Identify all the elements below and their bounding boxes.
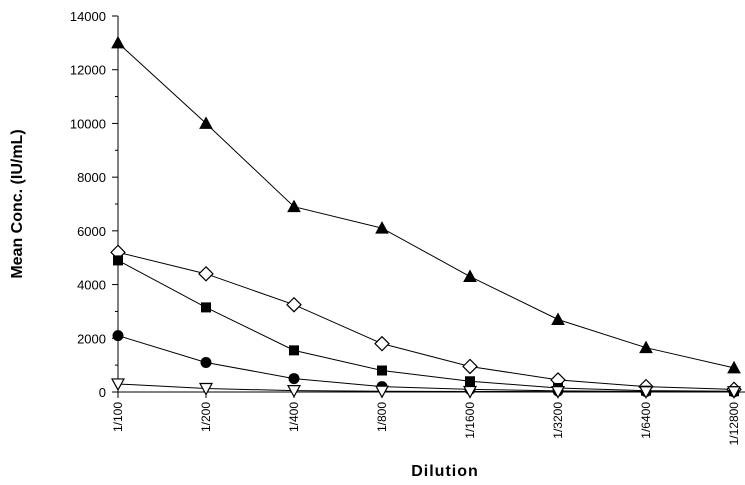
open-triangle-down-marker xyxy=(198,382,214,396)
y-axis-ticks: 0 2000 4000 6000 8000 10000 12000 14000 xyxy=(70,9,118,400)
open-diamond-marker xyxy=(374,335,390,352)
filled-triangle-marker xyxy=(287,199,301,213)
y-tick-label: 0 xyxy=(99,385,106,400)
series-line xyxy=(117,42,735,369)
x-axis-title: Dilution xyxy=(411,463,479,480)
y-tick-label: 8000 xyxy=(77,170,106,185)
series-filled-triangle xyxy=(111,35,741,374)
open-triangle-down-marker xyxy=(638,386,654,399)
filled-triangle-marker xyxy=(199,116,213,129)
filled-square-marker xyxy=(113,255,123,266)
filled-square-marker xyxy=(465,376,475,387)
open-triangle-down-marker xyxy=(726,386,742,399)
x-tick-label: 1/3200 xyxy=(551,402,565,439)
filled-triangle-marker xyxy=(727,360,741,374)
filled-triangle-marker xyxy=(375,221,389,234)
filled-circle-marker xyxy=(288,373,300,385)
x-tick-label: 1/100 xyxy=(111,402,125,432)
y-tick-label: 10000 xyxy=(70,116,106,131)
x-tick-label: 1/6400 xyxy=(639,402,653,439)
x-axis-ticks: 1/100 1/200 1/400 1/800 1/1600 1/3200 1/6400 1/… xyxy=(111,392,741,445)
open-triangle-down-marker xyxy=(374,385,390,399)
x-tick-label: 1/1600 xyxy=(463,402,477,439)
filled-triangle-marker xyxy=(111,35,125,49)
filled-triangle-marker xyxy=(463,269,477,283)
x-tick-label: 1/400 xyxy=(287,402,301,432)
series-open-diamond xyxy=(110,244,742,398)
y-tick-label: 2000 xyxy=(77,331,106,346)
filled-square-marker xyxy=(201,302,211,313)
x-tick-label: 1/12800 xyxy=(727,402,741,446)
series-line xyxy=(117,383,734,393)
open-diamond-marker xyxy=(198,265,214,282)
filled-square-marker xyxy=(289,345,299,356)
series-open-triangle-down xyxy=(110,378,742,399)
open-triangle-down-marker xyxy=(550,385,566,399)
open-triangle-down-marker xyxy=(110,378,126,392)
open-diamond-marker xyxy=(462,358,478,375)
series-line xyxy=(117,259,735,392)
open-triangle-down-marker xyxy=(286,385,302,398)
series-layer xyxy=(110,35,742,399)
filled-square-marker xyxy=(377,365,387,376)
y-tick-label: 14000 xyxy=(70,9,106,24)
x-tick-label: 1/200 xyxy=(199,402,213,432)
filled-triangle-marker xyxy=(551,312,565,325)
y-tick-label: 6000 xyxy=(77,224,106,239)
x-tick-label: 1/800 xyxy=(375,402,389,432)
open-diamond-marker xyxy=(286,296,302,313)
series-line xyxy=(117,251,735,390)
open-triangle-down-marker xyxy=(462,385,478,399)
y-tick-label: 4000 xyxy=(77,278,106,293)
y-axis-title: Mean Conc. (IU/mL) xyxy=(9,129,26,278)
y-tick-label: 12000 xyxy=(70,63,106,78)
filled-circle-marker xyxy=(112,330,124,342)
filled-triangle-marker xyxy=(639,340,653,354)
filled-circle-marker xyxy=(200,356,212,368)
